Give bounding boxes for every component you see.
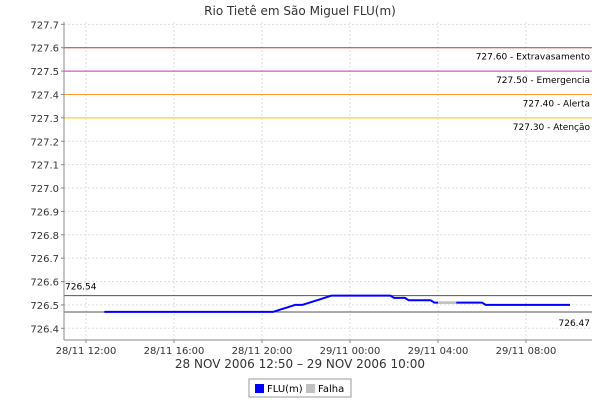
y-tick-label: 727.2 xyxy=(30,137,59,148)
y-tick-label: 726.5 xyxy=(30,301,59,312)
legend: FLU(m) Falha xyxy=(248,378,352,398)
threshold-label: 727.50 - Emergencia xyxy=(496,76,590,86)
x-axis-ticks: 28/11 12:00 28/11 16:00 28/11 20:00 29/11 0… xyxy=(56,340,557,357)
y-tick-label: 727.0 xyxy=(30,184,59,195)
legend-box xyxy=(248,378,352,398)
x-tick-label: 28/11 12:00 xyxy=(56,346,117,357)
x-tick-label: 29/11 08:00 xyxy=(496,346,557,357)
legend-swatch-flu xyxy=(255,384,264,393)
threshold-lines: 727.60 - Extravasamento 727.50 - Emergenc… xyxy=(64,47,592,133)
legend-label-flu: FLU(m) xyxy=(267,384,303,395)
legend-swatch-falha xyxy=(306,384,315,393)
x-tick-label: 29/11 04:00 xyxy=(408,346,469,357)
legend-label-falha: Falha xyxy=(318,384,344,395)
threshold-label: 727.30 - Atenção xyxy=(513,123,591,133)
plot-area xyxy=(64,22,592,340)
chart-subtitle: 28 NOV 2006 12:50 – 29 NOV 2006 10:00 xyxy=(175,357,425,371)
y-axis-ticks: 726.4 726.5 726.6 726.7 726.8 726.9 727.0 727.1… xyxy=(30,20,64,335)
threshold-label: 727.60 - Extravasamento xyxy=(476,53,591,63)
series-layer xyxy=(104,294,570,313)
y-tick-label: 726.4 xyxy=(30,324,59,335)
y-tick-label: 726.9 xyxy=(30,207,59,218)
reference-label: 726.47 xyxy=(559,319,591,329)
y-tick-label: 727.6 xyxy=(30,44,59,55)
y-tick-label: 727.7 xyxy=(30,20,59,31)
y-tick-label: 726.7 xyxy=(30,254,59,265)
reference-label: 726.54 xyxy=(65,283,97,293)
series-line-flu xyxy=(104,294,570,313)
y-tick-label: 726.6 xyxy=(30,278,59,289)
y-tick-label: 726.8 xyxy=(30,231,59,242)
x-tick-label: 28/11 16:00 xyxy=(144,346,205,357)
threshold-label: 727.40 - Alerta xyxy=(523,99,590,109)
x-tick-label: 28/11 20:00 xyxy=(232,346,293,357)
y-tick-label: 727.4 xyxy=(30,90,59,101)
chart-title: Rio Tietê em São Miguel FLU(m) xyxy=(204,4,396,18)
y-tick-label: 727.5 xyxy=(30,67,59,78)
y-tick-label: 727.1 xyxy=(30,161,59,172)
y-tick-label: 727.3 xyxy=(30,114,59,125)
x-tick-label: 29/11 00:00 xyxy=(320,346,381,357)
